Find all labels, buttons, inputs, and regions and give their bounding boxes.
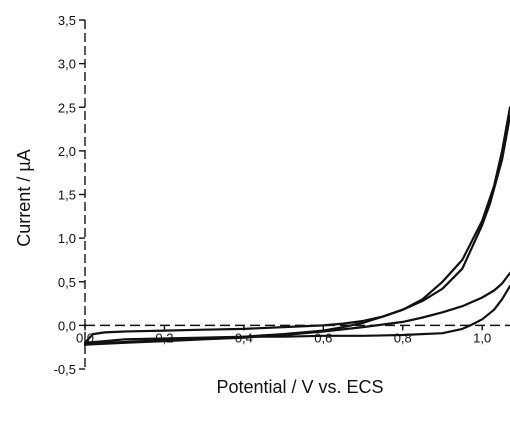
x-tick-label: 1,0 (473, 330, 491, 345)
y-tick-label: 3,5 (58, 13, 76, 28)
series-line-1 (83, 106, 510, 344)
y-tick-label: 0,5 (58, 275, 76, 290)
y-axis-title: Current / µA (14, 149, 34, 246)
axes: -0,50,00,51,01,52,02,53,03,50,0 0,2 0,4 0,6… (54, 13, 510, 377)
series-line-4 (83, 285, 510, 344)
y-tick-label: 3,0 (58, 57, 76, 72)
series-line-3 (83, 271, 510, 346)
series-layer (83, 106, 510, 346)
y-tick-label: 0,0 (58, 318, 76, 333)
x-tick-label: 0,8 (394, 330, 412, 345)
x-axis-title: Potential / V vs. ECS (216, 377, 383, 397)
y-tick-label: 2,0 (58, 144, 76, 159)
x-tick-label: 0,6 (314, 330, 332, 345)
y-tick-label: 1,5 (58, 188, 76, 203)
y-tick-label: 2,5 (58, 100, 76, 115)
y-tick-label: 1,0 (58, 231, 76, 246)
y-tick-label: -0,5 (54, 362, 76, 377)
